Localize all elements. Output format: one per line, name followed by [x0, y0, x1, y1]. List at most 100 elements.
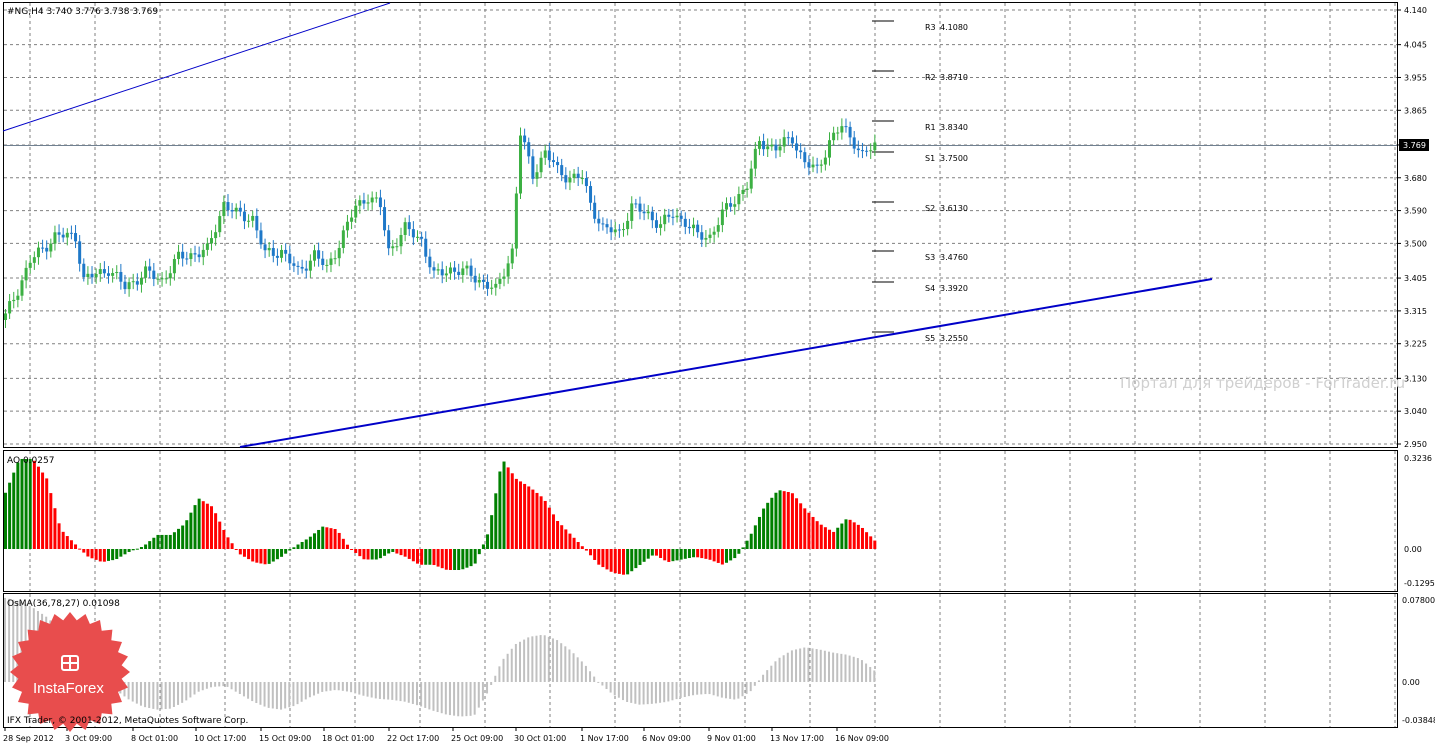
candle: [49, 238, 53, 258]
pivot-name: S5: [925, 334, 935, 343]
ao-bar: [646, 549, 650, 559]
candle: [127, 277, 131, 297]
candle: [502, 268, 506, 287]
osma-bar: [609, 682, 612, 693]
ao-bar: [341, 538, 345, 549]
candle: [61, 227, 65, 243]
ao-bar: [259, 549, 263, 564]
ao-bar: [469, 549, 473, 567]
ao-bar: [551, 514, 555, 549]
pivot-value: 4.1080: [940, 23, 968, 32]
osma-bar: [679, 682, 682, 698]
ao-bar: [799, 503, 803, 549]
candle: [790, 131, 794, 148]
candle: [597, 210, 601, 232]
ao-bar: [539, 496, 543, 549]
price-tick-label: 3.040: [1404, 407, 1427, 416]
osma-bar: [214, 682, 217, 687]
candle: [45, 240, 49, 260]
osma-label: OsMA(36,78,27) 0.01098: [7, 599, 120, 609]
candle: [102, 261, 106, 278]
candle: [543, 145, 547, 165]
ao-bar: [255, 549, 259, 563]
osma-bar: [687, 682, 690, 697]
pivot-name: S4: [925, 284, 935, 293]
ao-bar: [848, 519, 852, 549]
candle: [737, 186, 741, 211]
osma-bar: [865, 663, 868, 682]
candle: [453, 260, 457, 280]
candle: [152, 263, 156, 287]
candle: [350, 209, 354, 230]
candle: [292, 256, 296, 273]
candle: [53, 225, 57, 251]
candle: [94, 268, 98, 284]
candle: [172, 254, 176, 281]
candle: [123, 274, 127, 294]
candle: [762, 133, 766, 156]
candle: [304, 260, 308, 279]
osma-bar: [317, 682, 320, 694]
ao-bar: [527, 486, 531, 549]
osma-bar: [189, 682, 192, 698]
ao-bar: [374, 549, 378, 560]
candle: [69, 225, 73, 240]
ao-tick-label: -0.1295: [1404, 579, 1435, 588]
ao-bar: [218, 521, 222, 549]
ao-bar: [28, 459, 32, 549]
ao-bar: [45, 478, 49, 549]
ao-bar: [263, 549, 267, 565]
candle: [210, 230, 213, 251]
candle: [535, 164, 539, 187]
ao-bar: [729, 549, 733, 561]
osma-bar: [869, 666, 872, 682]
candle: [16, 289, 20, 308]
osma-bar: [646, 682, 649, 705]
ao-label: AO 0.0257: [7, 456, 54, 466]
osma-bar: [597, 681, 600, 683]
candle: [378, 189, 382, 216]
ao-bar: [308, 536, 312, 549]
price-tick-label: 3.680: [1404, 174, 1427, 183]
ao-bar: [523, 483, 527, 549]
candle: [354, 198, 358, 223]
candle: [819, 159, 823, 173]
ao-bar: [667, 549, 671, 562]
osma-bar: [622, 682, 624, 701]
ao-bar: [4, 492, 7, 549]
candle: [82, 258, 86, 282]
candle: [407, 215, 411, 236]
ao-bar: [457, 549, 461, 571]
candle: [358, 195, 362, 214]
ao-bar: [304, 539, 308, 549]
osma-bar: [729, 682, 732, 699]
ao-bar: [506, 467, 510, 549]
osma-bar: [329, 682, 332, 691]
osma-bar: [848, 655, 851, 682]
ao-histogram: [4, 459, 877, 575]
osma-bar: [168, 682, 171, 709]
ao-bar: [617, 549, 621, 574]
ao-bar: [683, 549, 687, 559]
ao-bar: [428, 549, 432, 565]
osma-bar: [527, 637, 530, 682]
ao-bar: [807, 512, 811, 549]
ao-bar: [127, 549, 131, 552]
candle: [325, 259, 329, 273]
ao-bar: [753, 525, 757, 549]
candle: [115, 265, 119, 280]
candle: [387, 224, 391, 256]
candle: [679, 210, 683, 227]
ao-bar: [786, 491, 790, 549]
ao-bar: [107, 549, 110, 561]
osma-bar: [374, 682, 377, 699]
osma-bar: [815, 649, 818, 682]
candle: [519, 127, 522, 199]
candle: [523, 128, 527, 150]
ao-bar: [53, 508, 57, 549]
pivot-name: S3: [925, 253, 935, 262]
osma-bar: [494, 675, 497, 682]
candle: [317, 242, 321, 267]
ao-bar: [671, 549, 675, 562]
candle: [667, 208, 671, 223]
